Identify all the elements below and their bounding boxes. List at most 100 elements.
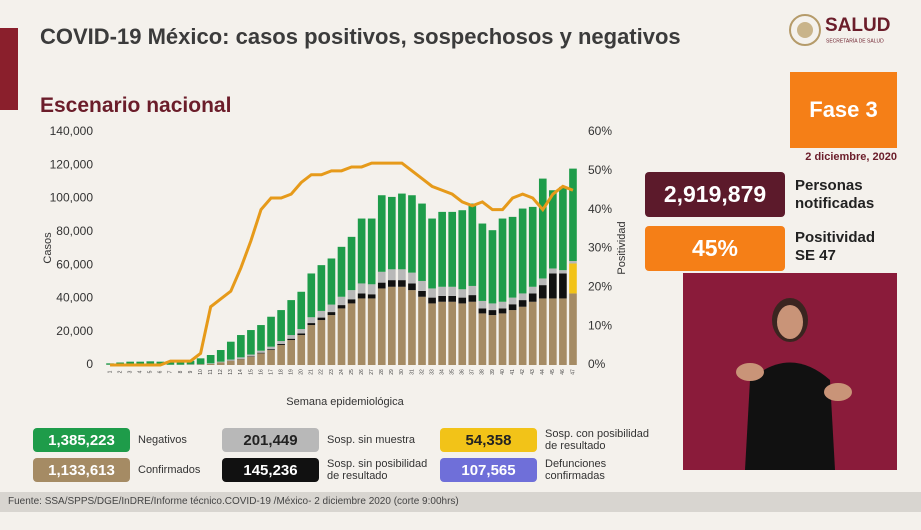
bar-segment xyxy=(216,361,225,363)
bar-segment xyxy=(398,193,406,270)
interpreter xyxy=(824,383,852,401)
bar-segment xyxy=(458,210,467,290)
legend-swatch: 1,133,613 xyxy=(33,458,130,482)
x-tick-label: 22 xyxy=(319,369,325,375)
x-tick-label: 42 xyxy=(520,369,526,375)
bar-segment xyxy=(337,308,346,365)
y-tick-label: 40,000 xyxy=(56,291,93,305)
bar-segment xyxy=(307,317,316,324)
y2-tick-label: 10% xyxy=(588,318,612,332)
x-tick-label: 3 xyxy=(127,370,133,373)
x-tick-label: 46 xyxy=(560,369,566,375)
bar-segment xyxy=(468,203,477,286)
bar-segment xyxy=(468,295,477,302)
bar-segment xyxy=(377,282,386,289)
bar-segment xyxy=(367,284,376,295)
bar-segment xyxy=(257,352,265,354)
bar-segment xyxy=(538,178,547,279)
bar-segment xyxy=(478,313,487,365)
legend-label: Confirmados xyxy=(138,464,201,476)
x-tick-label: 38 xyxy=(480,369,486,375)
bar-segment xyxy=(428,297,436,304)
bar-segment xyxy=(418,280,426,291)
x-tick-label: 47 xyxy=(570,369,576,375)
x-tick-label: 1 xyxy=(107,370,113,373)
y-tick-label: 20,000 xyxy=(56,324,93,338)
legend-label: Sosp. sin posibilidad de resultado xyxy=(327,458,428,482)
bar-segment xyxy=(337,246,346,297)
y2-axis-label: Positividad xyxy=(616,221,628,274)
x-tick-label: 36 xyxy=(460,369,466,375)
bar-segment xyxy=(538,278,547,286)
bar-segment xyxy=(448,295,457,302)
x-tick-label: 37 xyxy=(470,369,476,375)
x-tick-label: 14 xyxy=(238,369,244,375)
bar-segment xyxy=(387,269,396,281)
bar-segment xyxy=(216,362,225,365)
y2-tick-label: 60% xyxy=(588,124,612,138)
bar-segment xyxy=(237,357,245,359)
bar-segment xyxy=(317,320,326,365)
bar-segment xyxy=(347,290,356,300)
x-tick-label: 16 xyxy=(258,369,264,375)
x-tick-label: 31 xyxy=(409,369,415,375)
bar-segment xyxy=(367,218,376,285)
x-tick-label: 32 xyxy=(419,369,425,375)
bar-segment xyxy=(528,293,537,302)
phase-box: Fase 3 xyxy=(790,72,897,148)
bar-segment xyxy=(387,286,396,365)
bar-segment xyxy=(176,361,185,365)
date: 2 diciembre, 2020 xyxy=(805,151,897,163)
bar-segment xyxy=(559,270,567,274)
bar-segment xyxy=(367,294,376,299)
y-tick-label: 60,000 xyxy=(56,257,93,271)
bar-segment xyxy=(488,230,497,304)
bar-segment xyxy=(488,303,497,311)
bar-segment xyxy=(327,258,336,305)
positivity-box: 45% xyxy=(645,226,785,271)
y-tick-label: 0 xyxy=(86,357,93,371)
bar-segment xyxy=(347,303,356,365)
notified-label: Personas notificadas xyxy=(795,177,875,212)
bar-segment xyxy=(287,300,296,336)
y2-tick-label: 0% xyxy=(588,357,606,371)
bar-segment xyxy=(478,223,487,301)
bar-segment xyxy=(297,291,306,330)
y2-tick-label: 50% xyxy=(588,163,612,177)
y2-tick-label: 20% xyxy=(588,280,612,294)
y-axis-label: Casos xyxy=(42,232,54,264)
y2-tick-label: 40% xyxy=(588,202,612,216)
bar-segment xyxy=(478,300,487,309)
bar-segment xyxy=(196,358,205,365)
x-tick-label: 28 xyxy=(379,369,385,375)
bar-segment xyxy=(549,298,557,365)
bar-segment xyxy=(337,305,346,309)
legend-swatch: 54,358 xyxy=(440,428,537,452)
bar-segment xyxy=(398,269,406,281)
bar-segment xyxy=(418,203,426,281)
bar-segment xyxy=(267,316,275,347)
bar-segment xyxy=(518,306,527,365)
bar-segment xyxy=(408,283,416,291)
bar-segment xyxy=(156,361,165,365)
y-tick-label: 100,000 xyxy=(50,191,94,205)
interpreter xyxy=(736,363,764,381)
subtitle: Escenario nacional xyxy=(40,94,232,117)
footer: Fuente: SSA/SPPS/DGE/InDRE/Informe técni… xyxy=(0,492,921,512)
bar-segment xyxy=(297,329,306,334)
bar-segment xyxy=(569,168,577,261)
logo-text: SALUD xyxy=(825,15,890,36)
bar-segment xyxy=(237,359,245,365)
x-tick-label: 23 xyxy=(329,369,335,375)
x-tick-label: 8 xyxy=(178,370,184,373)
legend-swatch: 1,385,223 xyxy=(33,428,130,452)
accent-bar xyxy=(0,28,18,110)
bar-segment xyxy=(468,301,477,365)
bar-segment xyxy=(559,273,567,299)
bar-segment xyxy=(408,290,416,365)
bar-segment xyxy=(458,303,467,365)
x-tick-label: 21 xyxy=(309,369,315,375)
x-tick-label: 19 xyxy=(289,369,295,375)
